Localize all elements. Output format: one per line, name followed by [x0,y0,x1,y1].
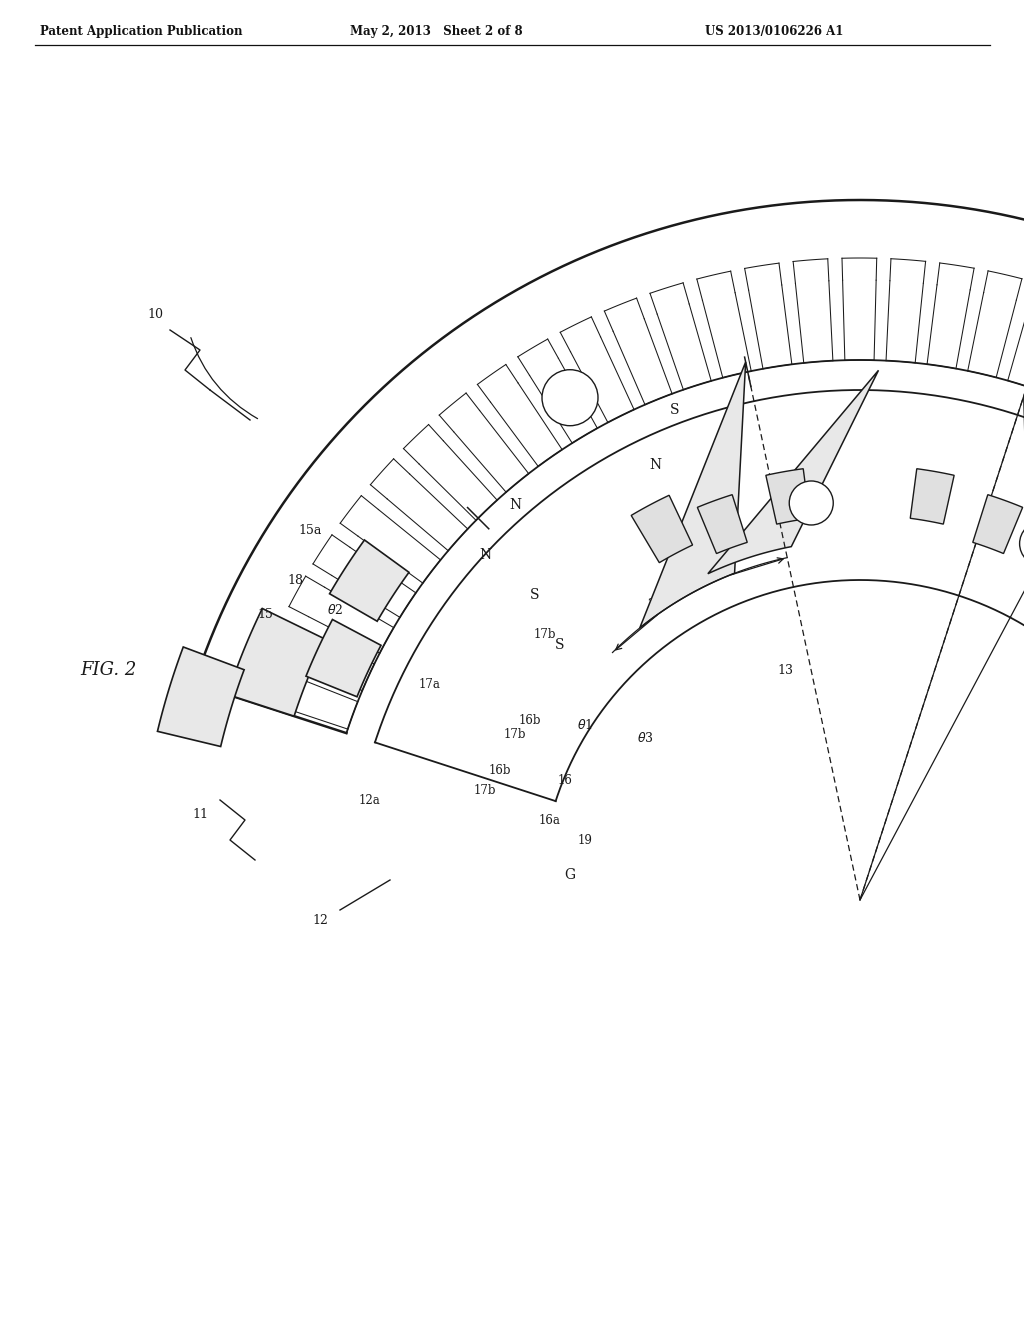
Text: 20: 20 [647,598,663,611]
Text: 19: 19 [578,833,593,846]
Text: FIG. 2: FIG. 2 [80,661,136,678]
Text: 17b: 17b [474,784,497,796]
Polygon shape [973,495,1023,553]
Text: S: S [530,587,540,602]
Text: 12: 12 [312,913,328,927]
Polygon shape [158,647,244,747]
Text: $\theta$1: $\theta$1 [578,718,593,733]
Polygon shape [306,619,381,697]
Circle shape [1020,521,1024,565]
Text: 15: 15 [257,609,273,622]
Text: 15a: 15a [298,524,322,536]
Text: 10: 10 [147,309,163,322]
Text: 18: 18 [287,573,303,586]
Polygon shape [708,371,879,574]
Text: 17b: 17b [504,729,526,742]
Polygon shape [640,362,745,628]
Circle shape [542,370,598,426]
Text: US 2013/0106226 A1: US 2013/0106226 A1 [705,25,844,38]
Text: S: S [671,403,680,417]
Text: 12a: 12a [359,793,381,807]
Text: 11: 11 [193,808,208,821]
Text: 17b: 17b [534,628,556,642]
Text: 17a: 17a [419,678,441,692]
Text: G: G [564,869,575,882]
Text: 16: 16 [557,774,572,787]
Text: $\theta$3: $\theta$3 [637,731,653,744]
Polygon shape [227,609,326,717]
Text: 13: 13 [777,664,793,676]
Polygon shape [697,495,748,553]
Text: May 2, 2013   Sheet 2 of 8: May 2, 2013 Sheet 2 of 8 [350,25,522,38]
Text: N: N [479,548,492,562]
Circle shape [790,480,834,525]
Text: 16a: 16a [539,813,561,826]
Polygon shape [330,540,409,622]
Text: S: S [555,638,565,652]
Text: $\theta$2: $\theta$2 [327,603,343,616]
Text: 16b: 16b [488,763,511,776]
Polygon shape [766,469,810,524]
Text: N: N [649,458,662,473]
Text: N: N [509,498,521,512]
Polygon shape [631,495,692,562]
Text: 16b: 16b [519,714,542,726]
Text: Patent Application Publication: Patent Application Publication [40,25,243,38]
Polygon shape [910,469,954,524]
